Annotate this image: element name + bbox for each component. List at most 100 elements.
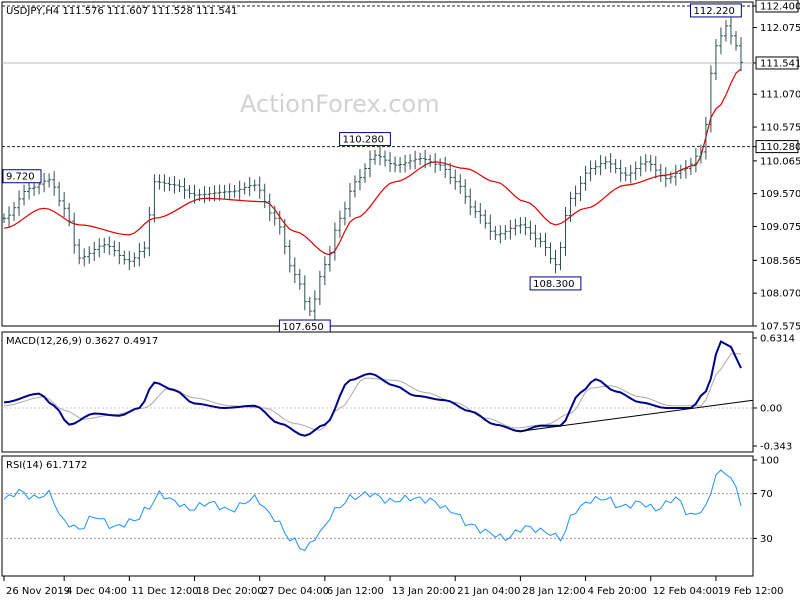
rsi-panel-frame	[1, 455, 754, 577]
candle	[262, 183, 267, 209]
candle	[623, 167, 628, 182]
candle	[433, 153, 438, 173]
price-y-label: 110.575	[760, 123, 800, 134]
x-tick-label: 28 Jan 12:00	[522, 586, 585, 597]
candle	[72, 212, 77, 254]
candle	[458, 174, 463, 194]
rsi-panel: RSI(14) 61.7172 100 70 30	[1, 455, 779, 577]
candle	[182, 177, 187, 199]
candle	[312, 290, 317, 320]
price-y-label: 110.065	[760, 156, 800, 167]
candle	[438, 158, 443, 171]
candle	[613, 158, 618, 174]
candle	[62, 192, 67, 218]
candle	[367, 150, 372, 178]
x-tick-label: 19 Feb 12:00	[718, 586, 784, 597]
candle	[47, 173, 52, 188]
candle	[142, 241, 147, 259]
candle	[553, 249, 558, 274]
candle	[638, 156, 643, 177]
candle	[403, 154, 408, 173]
candle	[598, 155, 603, 176]
candle	[222, 184, 227, 200]
candle	[533, 224, 538, 248]
candle	[317, 270, 322, 305]
candle	[373, 149, 378, 165]
candle	[252, 179, 257, 192]
candle	[237, 180, 242, 200]
candle	[217, 184, 222, 201]
macd-panel-frame	[1, 331, 754, 453]
candle	[117, 241, 122, 265]
candle	[728, 17, 733, 45]
candle	[227, 183, 232, 201]
price-annotation-label-0: 9.720	[6, 172, 35, 183]
candle	[658, 163, 663, 182]
candle	[232, 184, 237, 198]
rsi-line	[3, 469, 742, 552]
price-annotation-box-4	[690, 3, 742, 18]
price-y-label: 111.541	[760, 58, 800, 69]
price-annotation-label-2: 110.280	[343, 135, 384, 146]
candle	[718, 27, 723, 55]
candle	[518, 217, 523, 234]
candle	[603, 156, 608, 170]
candle	[508, 220, 513, 240]
candle	[82, 248, 87, 267]
price-candles	[2, 17, 743, 320]
candle	[588, 160, 593, 182]
macd-line	[3, 340, 742, 437]
candle	[428, 154, 433, 167]
price-annotation-label-3: 108.300	[533, 279, 574, 290]
moving-average	[3, 68, 742, 256]
candle	[122, 250, 127, 265]
candle	[17, 190, 22, 217]
candle	[12, 201, 17, 221]
macd-y-label: -0.343	[760, 442, 792, 453]
macd-panel: MACD(12,26,9) 0.3627 0.4917 0.6314 0.00 -0…	[1, 331, 795, 453]
price-annotation-box-2	[339, 132, 391, 147]
x-tick-label: 21 Jan 04:00	[457, 586, 520, 597]
candle	[463, 179, 468, 204]
candle	[498, 225, 503, 244]
price-y-label-box	[755, 140, 799, 154]
candle	[77, 238, 82, 265]
candle	[352, 175, 357, 198]
price-y-label: 107.575	[760, 322, 800, 333]
price-levels	[2, 5, 753, 148]
candle	[202, 186, 207, 204]
candle	[633, 161, 638, 180]
candle	[22, 184, 27, 206]
candle	[157, 174, 162, 190]
candle	[708, 65, 713, 133]
macd-y-label: 0.6314	[760, 334, 795, 345]
candle	[618, 159, 623, 182]
candle	[628, 164, 633, 184]
candle	[733, 31, 738, 51]
candle	[543, 232, 548, 257]
candle	[538, 232, 543, 248]
candle	[187, 184, 192, 199]
candle	[418, 152, 423, 166]
candle	[132, 252, 137, 267]
candle	[137, 242, 142, 267]
candle	[7, 206, 12, 227]
candle	[413, 150, 418, 170]
candle	[212, 185, 217, 202]
candle	[453, 169, 458, 190]
candle	[287, 239, 292, 273]
price-annotation-box-3	[529, 276, 582, 291]
price-y-label: 110.280	[760, 142, 800, 153]
candle	[548, 242, 553, 264]
price-panel: USDJPY,H4 111.576 111.607 111.528 111.54…	[1, 0, 800, 334]
rsi-title: RSI(14) 61.7172	[6, 460, 87, 471]
candle	[92, 241, 97, 262]
candle	[197, 188, 202, 202]
candle	[593, 160, 598, 176]
candle	[493, 226, 498, 240]
candle	[483, 209, 488, 229]
candle	[297, 268, 302, 290]
price-title: USDJPY,H4 111.576 111.607 111.528 111.54…	[6, 6, 237, 17]
macd-title: MACD(12,26,9) 0.3627 0.4917	[6, 336, 158, 347]
